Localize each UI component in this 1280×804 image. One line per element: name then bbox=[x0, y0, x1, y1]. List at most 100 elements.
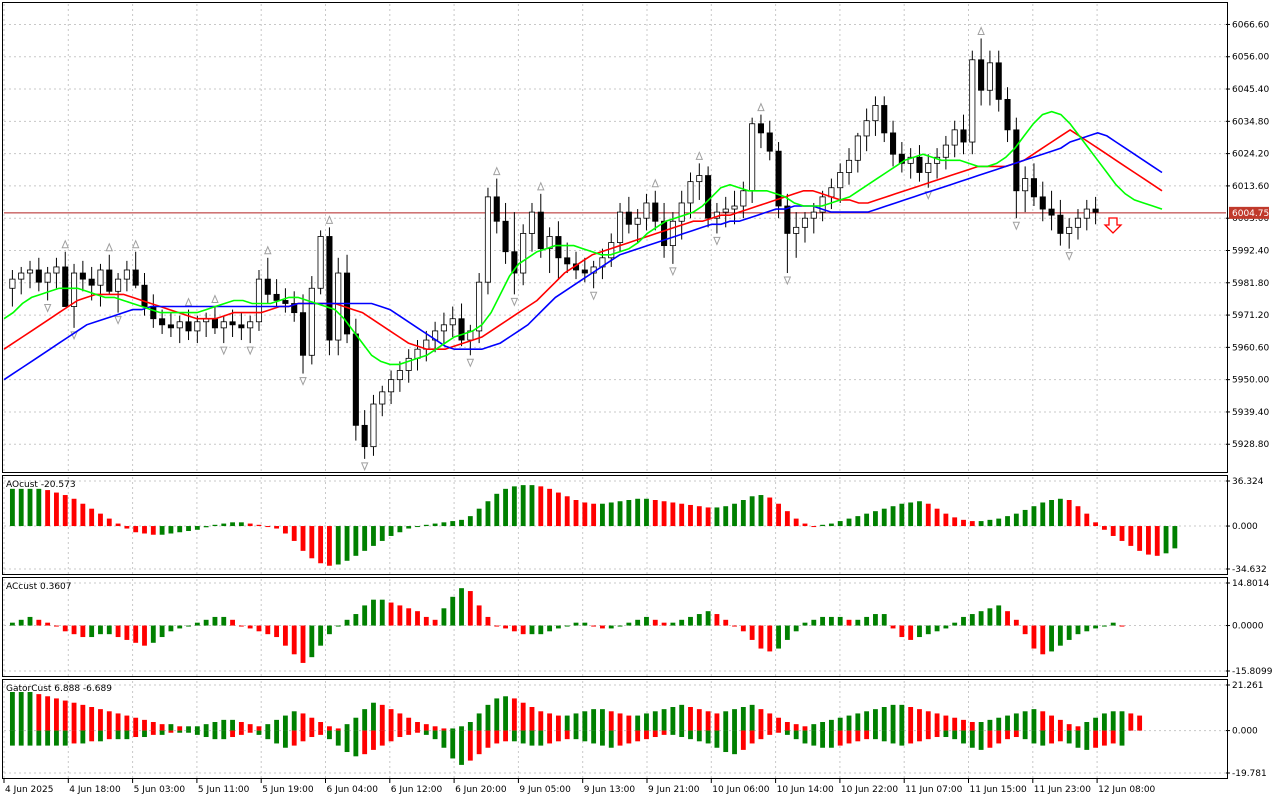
ao-bar bbox=[327, 526, 332, 566]
gator-lower-bar bbox=[194, 730, 200, 735]
candle-body bbox=[854, 135, 861, 161]
candle-body bbox=[53, 266, 60, 274]
gator-upper-bar bbox=[1137, 715, 1143, 731]
candle-body bbox=[273, 293, 280, 301]
ac-bar bbox=[837, 616, 843, 626]
gator-lower-bar bbox=[98, 730, 103, 742]
main-y-tick-label: 5939.40 bbox=[1232, 408, 1269, 418]
ac-bar bbox=[564, 625, 570, 627]
ac-bar bbox=[36, 619, 42, 626]
gator-lower-bar bbox=[608, 730, 614, 748]
ao-y-tick-label: 0.000 bbox=[1232, 522, 1258, 532]
candle-body bbox=[449, 318, 456, 326]
candle-body bbox=[9, 278, 16, 289]
ac-bar bbox=[371, 599, 376, 626]
ao-bar bbox=[494, 493, 500, 527]
ao-bar bbox=[397, 526, 403, 533]
gator-upper-bar bbox=[573, 713, 579, 731]
ac-bar bbox=[318, 625, 324, 646]
ao-bar bbox=[511, 486, 517, 527]
gator-upper-bar bbox=[1084, 722, 1090, 731]
candle-body bbox=[511, 251, 518, 274]
ac-bar bbox=[1093, 625, 1099, 629]
ao-bar bbox=[943, 513, 949, 527]
ao-bar bbox=[203, 526, 209, 528]
gator-upper-bar bbox=[784, 722, 790, 731]
ao-bar bbox=[124, 526, 130, 529]
gator-lower-bar bbox=[696, 730, 702, 742]
ac-bar bbox=[1049, 625, 1054, 652]
ac-bar bbox=[547, 625, 553, 632]
gator-upper-bar bbox=[732, 709, 737, 731]
gator-upper-bar bbox=[397, 713, 403, 731]
gator-lower-bar bbox=[221, 730, 227, 740]
ao-bar bbox=[221, 523, 227, 527]
ac-bar bbox=[415, 611, 420, 626]
fractal-down-icon bbox=[1065, 252, 1073, 261]
ao-bar bbox=[344, 526, 350, 561]
ac-bar bbox=[855, 619, 861, 626]
main-y-tick-label: 6003.00 bbox=[1232, 214, 1269, 224]
ao-bar bbox=[27, 488, 33, 527]
candle-body bbox=[238, 324, 245, 329]
gator-lower-bar bbox=[282, 730, 288, 748]
ac-bar bbox=[688, 616, 693, 626]
ac-bar bbox=[529, 625, 535, 635]
x-tick-label: 10 Jun 06:00 bbox=[712, 785, 769, 795]
ac-bar bbox=[864, 616, 870, 626]
ac-bar bbox=[221, 616, 227, 626]
gator-upper-bar bbox=[89, 707, 95, 731]
gator-upper-bar bbox=[564, 715, 570, 731]
ac-bar bbox=[961, 616, 966, 626]
x-tick-label: 5 Jun 19:00 bbox=[262, 785, 314, 795]
candle-body bbox=[749, 123, 756, 192]
gator-lower-bar bbox=[89, 730, 95, 742]
fractal-up-icon bbox=[325, 215, 334, 224]
gator-lower-bar bbox=[917, 730, 922, 742]
ac-bar bbox=[811, 619, 817, 626]
gator-upper-bar bbox=[811, 724, 817, 731]
gator-upper-bar bbox=[996, 717, 1002, 731]
gator-lower-bar bbox=[1119, 730, 1125, 746]
fractal-down-icon bbox=[783, 276, 792, 286]
ac-bar bbox=[1022, 625, 1028, 635]
ac-bar bbox=[776, 625, 781, 649]
gator-lower-bar bbox=[388, 730, 394, 742]
gator-upper-bar bbox=[538, 711, 544, 731]
x-tick-label: 4 Jun 2025 bbox=[5, 785, 53, 795]
ao-bar bbox=[18, 488, 24, 527]
ao-bar bbox=[573, 500, 579, 527]
gator-lower-bar bbox=[450, 730, 456, 759]
gator-lower-bar bbox=[1040, 730, 1046, 746]
candle-body bbox=[1039, 196, 1046, 210]
ac-bar bbox=[335, 625, 341, 627]
candle-body bbox=[167, 324, 174, 329]
ac-bar bbox=[846, 619, 852, 626]
gator-upper-bar bbox=[494, 698, 500, 731]
candle-body bbox=[493, 196, 500, 222]
ac-bar bbox=[159, 625, 165, 638]
ao-bar bbox=[934, 508, 940, 527]
gator-upper-bar bbox=[291, 711, 297, 731]
gator-upper-bar bbox=[423, 724, 429, 731]
ac-bar bbox=[124, 625, 130, 640]
candle-body bbox=[502, 220, 509, 253]
gator-lower-bar bbox=[318, 730, 324, 735]
gator-upper-bar bbox=[353, 717, 359, 731]
candle-body bbox=[1030, 178, 1037, 198]
ac-bar bbox=[758, 625, 764, 649]
fractal-down-icon bbox=[299, 377, 307, 386]
gator-upper-bar bbox=[961, 719, 966, 731]
ac-bar bbox=[230, 619, 235, 626]
candle-body bbox=[352, 333, 359, 426]
gator-upper-bar bbox=[917, 709, 922, 731]
gator-lower-bar bbox=[573, 730, 579, 740]
ao-bar bbox=[767, 497, 773, 527]
gator-lower-bar bbox=[1084, 730, 1090, 750]
candle-body bbox=[150, 306, 157, 320]
gator-upper-bar bbox=[212, 722, 218, 731]
ao-bar bbox=[732, 503, 737, 527]
gator-lower-bar bbox=[591, 730, 597, 744]
gator-lower-bar bbox=[106, 730, 112, 740]
